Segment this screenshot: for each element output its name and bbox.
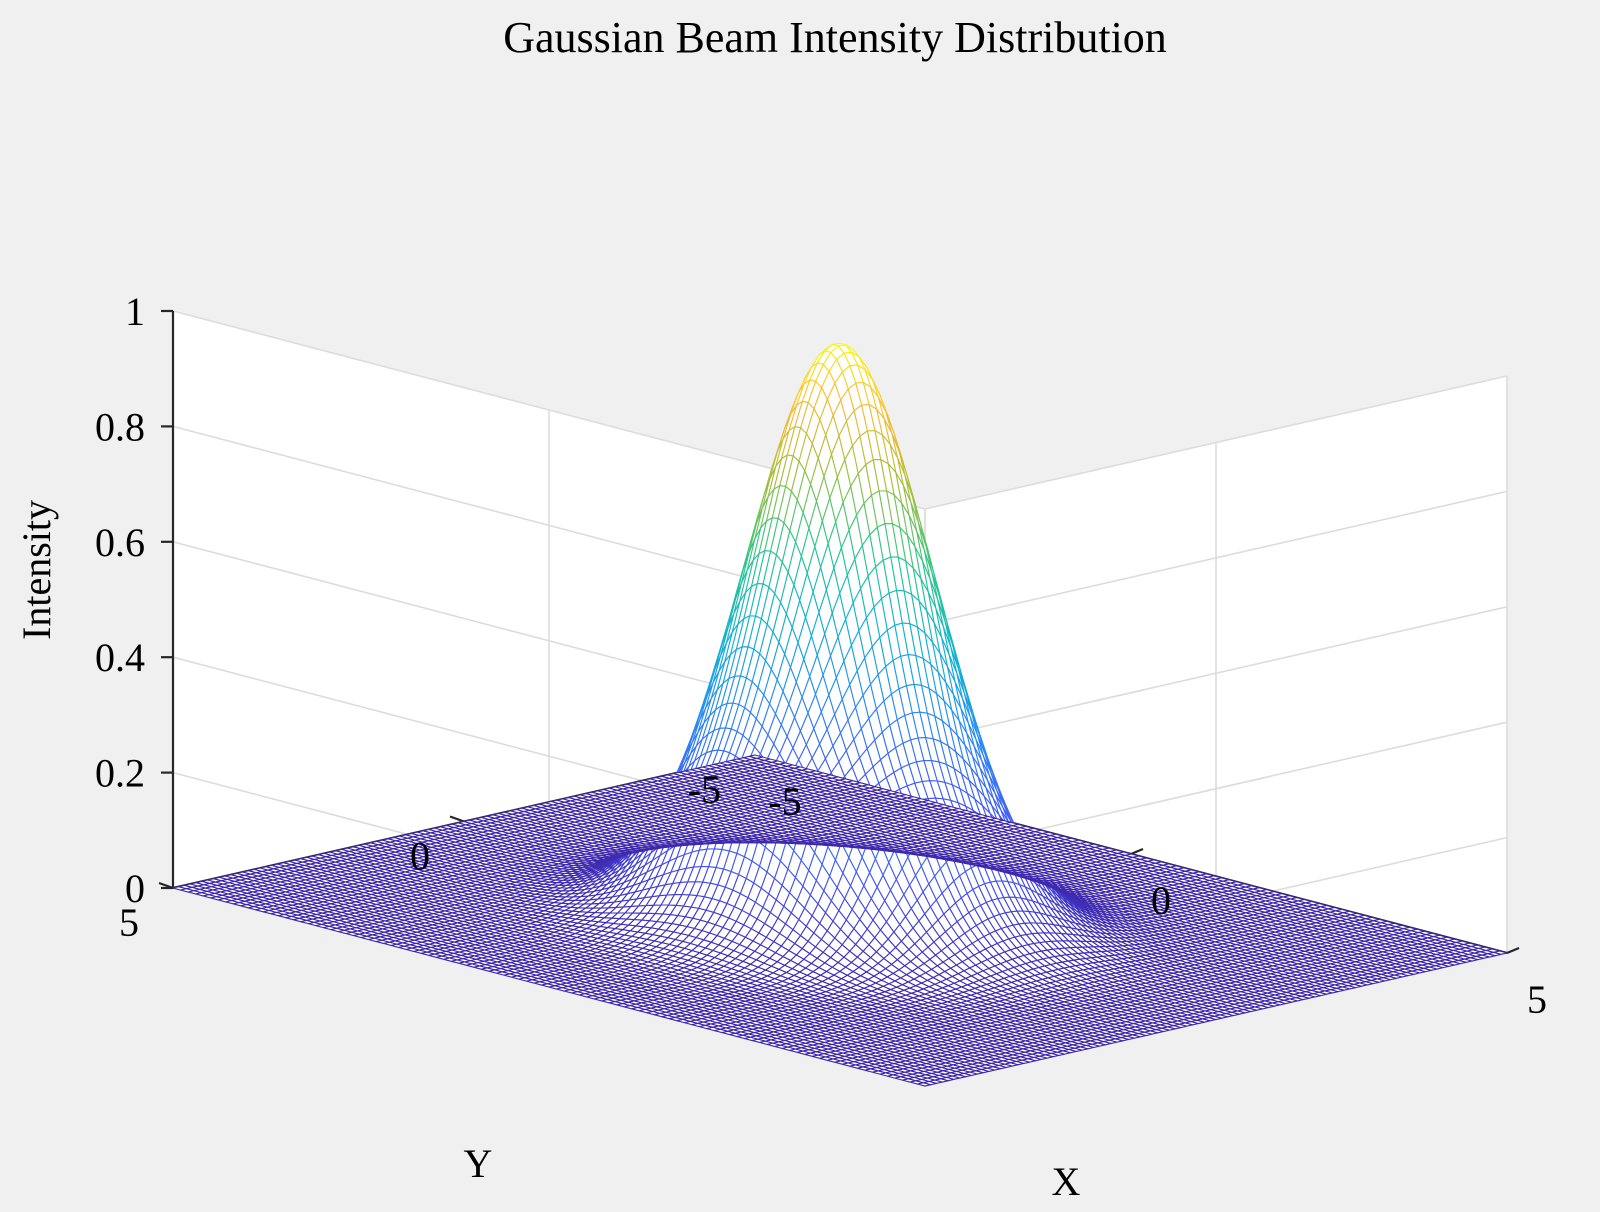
y-tick-mark xyxy=(158,881,174,890)
y-tick-mark xyxy=(449,815,465,823)
x-tick-mark xyxy=(1506,946,1520,955)
x-tick-mark xyxy=(1130,847,1144,856)
surface-mesh xyxy=(172,342,1508,1087)
